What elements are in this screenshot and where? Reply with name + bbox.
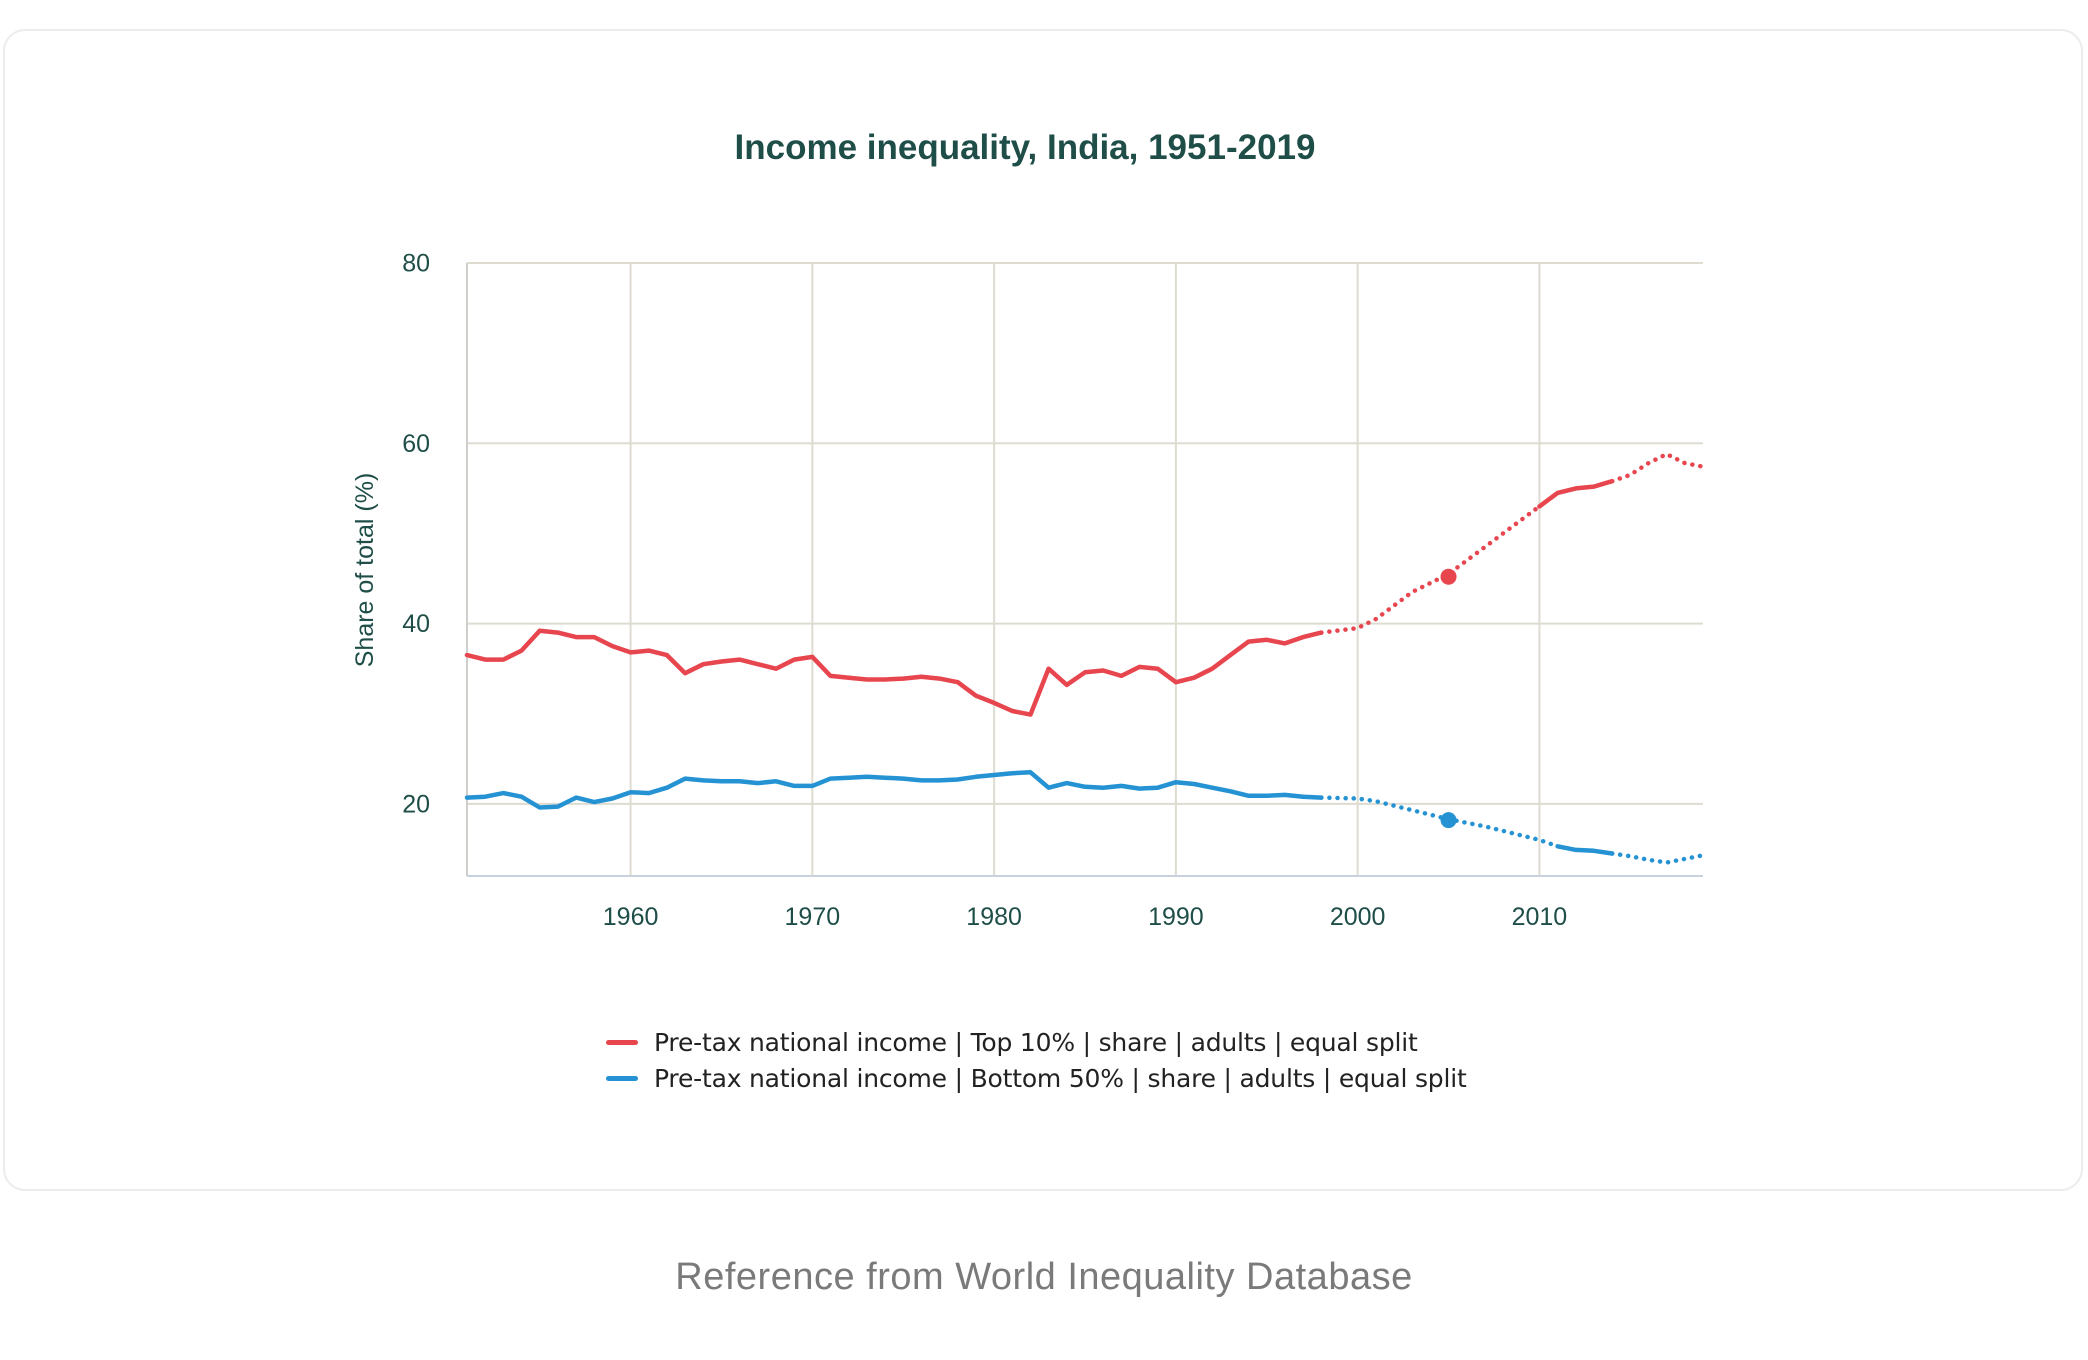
y-tick-label: 40 <box>402 610 430 638</box>
legend-item-top10[interactable]: Pre-tax national income | Top 10% | shar… <box>606 1024 1467 1060</box>
x-tick-label: 1970 <box>785 903 841 931</box>
legend-swatch-bottom50 <box>606 1075 638 1081</box>
legend-label-bottom50: Pre-tax national income | Bottom 50% | s… <box>654 1063 1467 1093</box>
series-line-top10 <box>464 628 1324 717</box>
series-dotted-top10-0 <box>1319 504 1542 635</box>
y-tick-label: 60 <box>402 430 430 458</box>
series-marker-top10 <box>1440 568 1457 585</box>
series-line-late-bottom50 <box>1555 844 1615 856</box>
chart-title: Income inequality, India, 1951-2019 <box>734 128 1316 167</box>
x-tick-label: 1990 <box>1148 903 1204 931</box>
chart-card <box>3 29 2083 1191</box>
legend-item-bottom50[interactable]: Pre-tax national income | Bottom 50% | s… <box>606 1060 1467 1096</box>
series-dotted-bottom50-1 <box>1609 851 1706 865</box>
series-line-bottom50 <box>464 770 1324 810</box>
y-axis-title: Share of total (%) <box>351 473 379 668</box>
legend-swatch-top10 <box>606 1039 638 1045</box>
series-dotted-top10-1 <box>1609 451 1706 484</box>
legend-label-top10: Pre-tax national income | Top 10% | shar… <box>654 1027 1418 1057</box>
y-tick-label: 80 <box>402 250 430 278</box>
y-tick-label: 20 <box>402 790 430 818</box>
x-tick-label: 1980 <box>966 903 1022 931</box>
chart-legend: Pre-tax national income | Top 10% | shar… <box>606 1024 1467 1096</box>
series-marker-bottom50 <box>1440 812 1457 829</box>
series-line-late-top10 <box>1537 478 1615 509</box>
source-caption: Reference from World Inequality Database <box>675 1256 1413 1298</box>
line-chart: 20 40 60 80 1960 1970 1980 1990 2000 2010 Share of… <box>351 250 1706 931</box>
x-tick-label: 1960 <box>603 903 659 931</box>
x-tick-label: 2010 <box>1512 903 1568 931</box>
x-tick-label: 2000 <box>1330 903 1386 931</box>
